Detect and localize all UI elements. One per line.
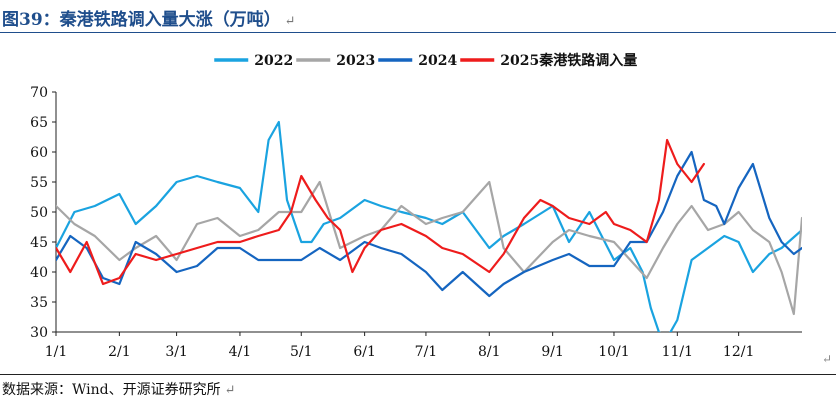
legend-label: 2024 [418,53,457,69]
x-tick-label: 4/1 [229,344,252,360]
rail-inflow-line-chart: 30 35 40 45 50 55 60 65 70 1/1 2/1 3/1 4/1 5/1 6/1 7/1 8… [30,52,802,360]
chart-container: 30 35 40 45 50 55 60 65 70 1/1 2/1 3/1 4/1 5/1 6/1 7/1 8… [0,36,836,372]
bottom-rule [0,374,836,375]
x-tick-label: 9/1 [541,344,564,360]
y-tick-label: 45 [30,235,48,251]
y-tick-label: 50 [30,205,48,221]
x-tick-label: 6/1 [353,344,376,360]
x-tick-label: 8/1 [478,344,501,360]
figure-title-text: 图39：秦港铁路调入量大涨（万吨） [2,10,281,30]
x-tick-label: 10/1 [598,344,629,360]
x-tick-label: 5/1 [290,344,313,360]
x-tick-label: 2/1 [108,344,131,360]
title-rule [0,32,836,33]
figure-title: 图39：秦港铁路调入量大涨（万吨） ↵ [2,5,296,30]
x-tick-label: 1/1 [45,344,68,360]
y-tick-label: 55 [30,175,48,191]
corner-paragraph-mark: ↵ [821,352,832,366]
y-tick-label: 30 [30,325,48,341]
source-text: 数据来源：Wind、开源证券研究所 [2,382,221,398]
series-line-2024 [56,150,802,298]
paragraph-mark: ↵ [284,14,296,29]
figure-header: 图39：秦港铁路调入量大涨（万吨） ↵ [0,0,836,34]
y-tick-label: 60 [30,145,48,161]
y-tick-label: 70 [30,85,48,101]
y-tick-label: 35 [30,295,48,311]
series-line-2025 [56,138,706,286]
y-tick-label: 65 [30,115,48,131]
legend-label: 2025秦港铁路调入量 [500,52,637,69]
legend-label: 2023 [336,53,375,69]
x-tick-label: 11/1 [662,344,693,360]
source-paragraph-mark: ↵ [224,383,236,398]
x-tick-label: 7/1 [415,344,438,360]
x-tick-label: 12/1 [723,344,754,360]
source-note: 数据来源：Wind、开源证券研究所 ↵ [2,379,236,399]
x-tick-label: 3/1 [165,344,188,360]
legend-label: 2022 [254,53,293,69]
y-tick-label: 40 [30,265,48,281]
series-line-2023 [56,180,802,316]
